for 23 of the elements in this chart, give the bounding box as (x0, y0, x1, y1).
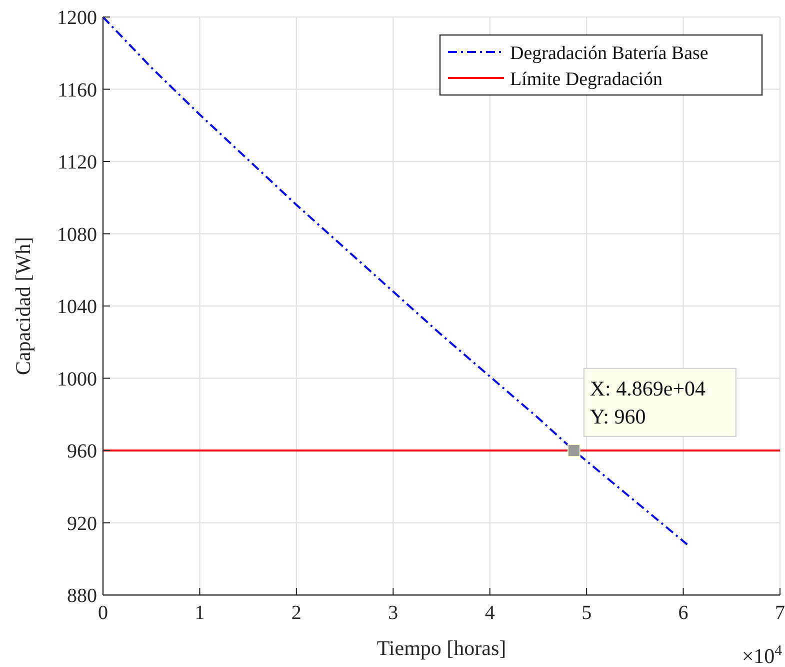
y-tick-label: 920 (67, 512, 97, 535)
y-tick-label: 880 (67, 585, 97, 607)
y-tick-label: 1080 (57, 224, 97, 246)
y-tick-label: 1040 (57, 296, 97, 318)
y-tick-label: 1000 (57, 368, 97, 390)
y-tick-label: 1120 (58, 152, 97, 174)
y-tick-label: 1200 (57, 7, 97, 29)
y-axis-title: Capacidad [Wh] (11, 236, 35, 376)
legend-label: Límite Degradación (510, 69, 663, 90)
x-tick-label: 5 (582, 602, 592, 624)
y-tick-label: 1160 (58, 79, 97, 102)
annotation: X: 4.869e+04 Y: 960 (590, 376, 706, 428)
x-tick-label: 4 (484, 602, 495, 624)
x-tick-label: 2 (291, 602, 302, 624)
text: ×10$^{4}$ (742, 643, 783, 667)
x-axis-title: Tiempo [horas] (376, 636, 506, 660)
x-tick-label: 6 (678, 602, 688, 624)
legend-label: Degradación Batería Base (510, 43, 708, 64)
x-tick-label: 1 (194, 602, 205, 624)
x-tick-label: 7 (775, 602, 785, 624)
x-tick-label: 0 (98, 602, 108, 624)
x-tick-label: 3 (388, 602, 398, 624)
y-tick-label: 960 (67, 440, 97, 462)
